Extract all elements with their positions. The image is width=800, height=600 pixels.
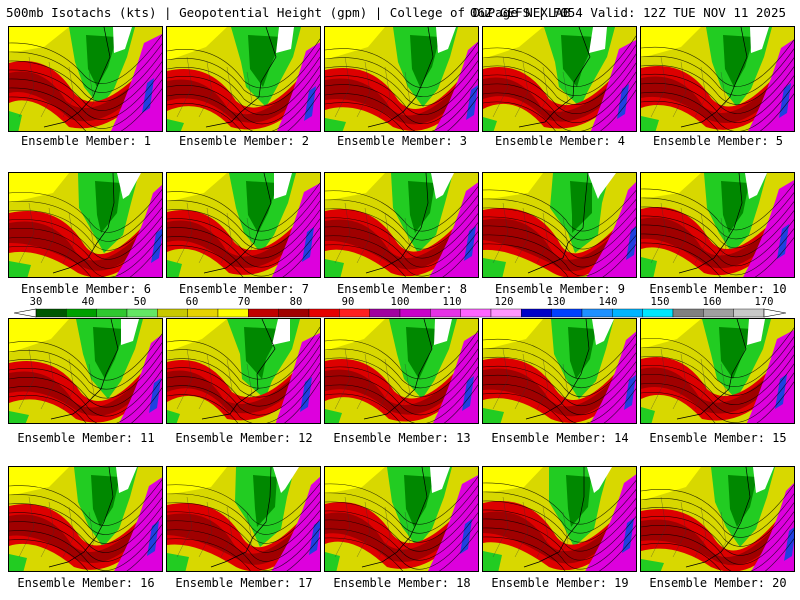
colorbar-tick-label: 40: [81, 296, 95, 308]
ensemble-member-caption: Ensemble Member: 3: [336, 134, 468, 148]
colorbar-swatch: [339, 308, 370, 318]
ensemble-member-caption: Ensemble Member: 17: [175, 576, 313, 590]
ensemble-member-caption: Ensemble Member: 2: [178, 134, 310, 148]
ensemble-member-caption: Ensemble Member: 9: [494, 282, 626, 296]
ensemble-map-panel: [8, 26, 163, 132]
ensemble-member-caption: Ensemble Member: 10: [649, 282, 787, 296]
ensemble-map-panel: [166, 172, 321, 278]
colorbar-swatch: [96, 308, 128, 318]
ensemble-member-caption: Ensemble Member: 4: [494, 134, 626, 148]
colorbar-tick-label: 160: [702, 296, 722, 308]
map-header: 500mb Isotachs (kts) | Geopotential Heig…: [6, 5, 796, 23]
product-title: 500mb Isotachs (kts) | Geopotential Heig…: [6, 5, 571, 20]
colorbar-swatch: [551, 308, 583, 318]
colorbar-swatch: [308, 308, 340, 318]
colorbar-swatch: [217, 308, 249, 318]
colorbar-swatch: [430, 308, 461, 318]
ensemble-member-caption: Ensemble Member: 6: [20, 282, 152, 296]
colorbar-swatch: [369, 308, 401, 318]
ensemble-member-caption: Ensemble Member: 11: [17, 431, 155, 445]
ensemble-map-panel: [166, 26, 321, 132]
colorbar-tick-label: 110: [442, 296, 462, 308]
colorbar-swatch: [672, 308, 704, 318]
colorbar-swatch: [126, 308, 158, 318]
ensemble-member-caption: Ensemble Member: 16: [17, 576, 155, 590]
colorbar-tick-label: 70: [237, 296, 251, 308]
colorbar-swatch: [399, 308, 431, 318]
colorbar-tick-label: 150: [650, 296, 670, 308]
ensemble-map-panel: [482, 26, 637, 132]
colorbar-tick-label: 60: [185, 296, 199, 308]
run-valid-time: 06Z GEFS | F054 Valid: 12Z TUE NOV 11 20…: [469, 5, 786, 20]
ensemble-member-caption: Ensemble Member: 12: [175, 431, 313, 445]
colorbar-swatch: [157, 308, 188, 318]
ensemble-member-caption: Ensemble Member: 8: [336, 282, 468, 296]
ensemble-map-panel: [482, 172, 637, 278]
colorbar-swatch: [66, 308, 97, 318]
ensemble-map-panel: [482, 318, 637, 424]
colorbar-swatch: [581, 308, 613, 318]
ensemble-map-panel: [324, 466, 479, 572]
colorbar-right-arrow: [763, 308, 786, 318]
colorbar-swatch: [612, 308, 643, 318]
ensemble-map-panel: [8, 172, 163, 278]
colorbar-swatch: [460, 308, 492, 318]
ensemble-member-caption: Ensemble Member: 7: [178, 282, 310, 296]
colorbar-swatch: [248, 308, 279, 318]
colorbar-swatch: [490, 308, 522, 318]
colorbar-swatch: [703, 308, 734, 318]
colorbar-tick-label: 130: [546, 296, 566, 308]
colorbar-swatch: [521, 308, 552, 318]
colorbar-tick-label: 140: [598, 296, 618, 308]
colorbar-tick-label: 170: [754, 296, 774, 308]
colorbar-swatch: [642, 308, 674, 318]
ensemble-member-caption: Ensemble Member: 14: [491, 431, 629, 445]
ensemble-map-panel: [324, 172, 479, 278]
colorbar-swatch: [35, 308, 67, 318]
ensemble-map-panel: [166, 318, 321, 424]
ensemble-map-panel: [640, 26, 795, 132]
colorbar-tick-label: 90: [341, 296, 355, 308]
ensemble-map-panel: [166, 466, 321, 572]
ensemble-member-caption: Ensemble Member: 18: [333, 576, 471, 590]
ensemble-member-caption: Ensemble Member: 19: [491, 576, 629, 590]
ensemble-map-panel: [324, 26, 479, 132]
colorbar-labels: 30 40 50 60 70 80 90 100 110 120 130 140 150 160 170: [14, 297, 786, 308]
isotach-colorbar: 30 40 50 60 70 80 90 100 110 120 130 140 150 160 170: [14, 297, 786, 319]
ensemble-member-caption: Ensemble Member: 20: [649, 576, 787, 590]
ensemble-map-panel: [640, 172, 795, 278]
colorbar-tick-label: 100: [390, 296, 410, 308]
colorbar-tick-label: 120: [494, 296, 514, 308]
colorbar-tick-label: 30: [29, 296, 43, 308]
ensemble-map-panel: [8, 466, 163, 572]
ensemble-map-panel: [640, 318, 795, 424]
ensemble-map-panel: [324, 318, 479, 424]
colorbar-swatch: [733, 308, 765, 318]
ensemble-map-panel: [8, 318, 163, 424]
ensemble-member-caption: Ensemble Member: 1: [20, 134, 152, 148]
colorbar-tick-label: 50: [133, 296, 147, 308]
ensemble-member-caption: Ensemble Member: 13: [333, 431, 471, 445]
ensemble-map-panel: [640, 466, 795, 572]
colorbar-swatch: [187, 308, 219, 318]
colorbar-swatches: [14, 308, 786, 318]
colorbar-swatch: [278, 308, 310, 318]
ensemble-member-caption: Ensemble Member: 15: [649, 431, 787, 445]
ensemble-map-panel: [482, 466, 637, 572]
ensemble-member-caption: Ensemble Member: 5: [652, 134, 784, 148]
colorbar-tick-label: 80: [289, 296, 303, 308]
colorbar-left-arrow: [14, 308, 37, 318]
